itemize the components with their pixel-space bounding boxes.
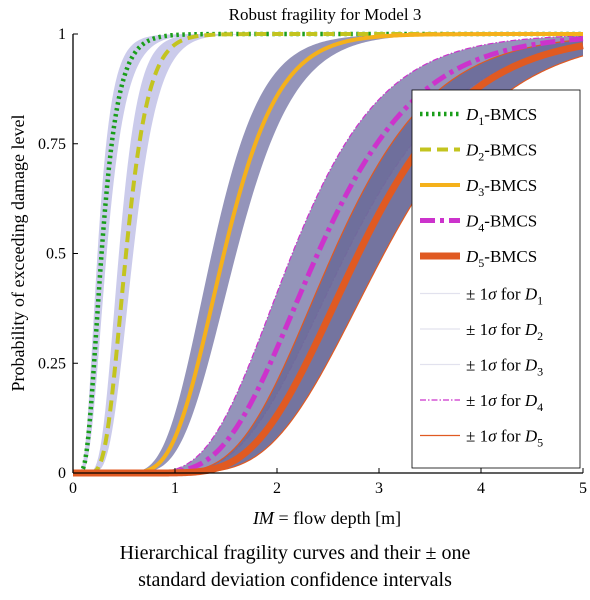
- legend-item-band-d4: ± 1σ for D4: [420, 391, 543, 414]
- y-tick-label: 0: [58, 465, 66, 482]
- caption-line-1: Hierarchical fragility curves and their …: [119, 542, 471, 564]
- y-tick-label: 0.25: [38, 355, 66, 372]
- legend-label: D4-BMCS: [465, 212, 537, 235]
- x-tick-label: 0: [69, 480, 77, 497]
- figure-caption: Hierarchical fragility curves and their …: [0, 540, 590, 594]
- legend-label: ± 1σ for D5: [466, 427, 543, 450]
- legend-label: D3-BMCS: [465, 176, 537, 199]
- series-line-d3: [73, 32, 583, 475]
- legend-item-band-d3: ± 1σ for D3: [420, 356, 543, 379]
- legend: D1-BMCS D2-BMCS D3-BMCS D4-BMCS D5-BMCS ± 1σ …: [411, 89, 581, 469]
- legend-item-d4: D4-BMCS: [420, 212, 537, 235]
- legend-item-band-d1: ± 1σ for D1: [420, 285, 543, 308]
- legend-label: ± 1σ for D2: [466, 320, 543, 343]
- confidence-band-d4: [73, 35, 583, 473]
- y-tick-label: 0.75: [38, 136, 66, 153]
- legend-item-d1: D1-BMCS: [420, 105, 537, 128]
- legend-label: D5-BMCS: [465, 247, 537, 270]
- legend-item-d2: D2-BMCS: [420, 141, 537, 164]
- x-axis-label: IM = flow depth [m]: [252, 508, 401, 528]
- legend-item-d3: D3-BMCS: [420, 176, 537, 199]
- legend-box: [411, 89, 581, 469]
- y-tick-label: 0.5: [46, 246, 66, 263]
- legend-label: D2-BMCS: [465, 141, 537, 164]
- confidence-band-d1: [73, 34, 583, 473]
- legend-item-band-d2: ± 1σ for D2: [420, 320, 543, 343]
- legend-label: ± 1σ for D1: [466, 285, 543, 308]
- legend-label: ± 1σ for D4: [466, 391, 543, 414]
- chart-title: Robust fragility for Model 3: [229, 5, 422, 24]
- x-tick-label: 2: [273, 480, 281, 497]
- x-tick-label: 5: [579, 480, 587, 497]
- series-line-d4: [73, 36, 584, 476]
- legend-label: D1-BMCS: [465, 105, 537, 128]
- caption-line-2: standard deviation confidence intervals: [138, 569, 452, 591]
- legend-label: ± 1σ for D3: [466, 356, 543, 379]
- legend-item-d5: D5-BMCS: [420, 247, 537, 270]
- x-tick-label: 3: [375, 480, 383, 497]
- y-tick-label: 1: [58, 26, 66, 43]
- x-tick-label: 1: [171, 480, 179, 497]
- confidence-band-d3: [73, 34, 583, 473]
- y-axis-label: Probability of exceeding damage level: [8, 115, 28, 392]
- x-tick-label: 4: [477, 480, 485, 497]
- legend-item-band-d5: ± 1σ for D5: [420, 427, 543, 450]
